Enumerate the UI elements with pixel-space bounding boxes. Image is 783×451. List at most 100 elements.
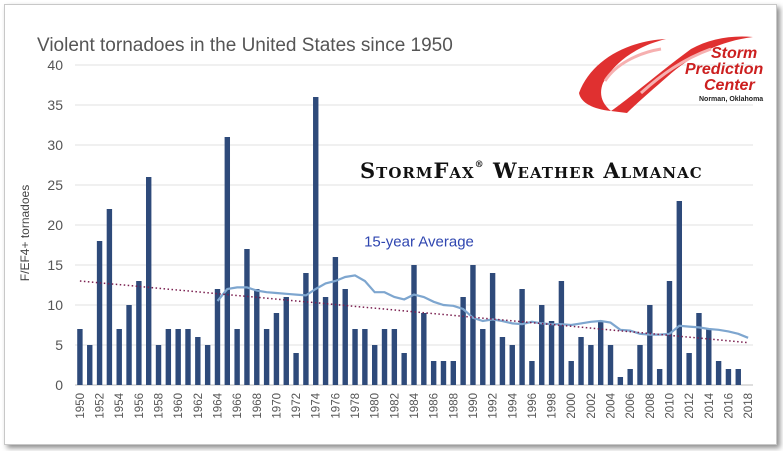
x-tick-1984: 1984 bbox=[409, 392, 421, 418]
bar-1985 bbox=[421, 313, 427, 385]
x-tick-2010: 2010 bbox=[665, 393, 677, 419]
logo-line-location: Norman, Oklahoma bbox=[699, 96, 764, 103]
bar-1993 bbox=[499, 337, 506, 385]
logo-line-prediction: Prediction bbox=[685, 61, 764, 78]
bar-2013 bbox=[696, 313, 702, 385]
bar-1968 bbox=[254, 289, 260, 385]
x-tick-1994: 1994 bbox=[507, 392, 519, 418]
bar-1984 bbox=[411, 265, 417, 385]
bar-1972 bbox=[293, 353, 299, 385]
y-tick-15: 15 bbox=[47, 257, 63, 273]
bar-2016 bbox=[725, 369, 732, 385]
almanac-rest: Weather Almanac bbox=[484, 158, 703, 183]
x-tick-1952: 1952 bbox=[95, 393, 107, 419]
bar-2001 bbox=[578, 337, 584, 385]
x-tick-2016: 2016 bbox=[723, 393, 735, 419]
chart-title: Violent tornadoes in the United States s… bbox=[37, 35, 453, 56]
x-tick-1988: 1988 bbox=[448, 393, 460, 419]
x-tick-1982: 1982 bbox=[389, 393, 401, 419]
x-tick-1964: 1964 bbox=[213, 392, 225, 418]
bar-2015 bbox=[715, 361, 722, 385]
bar-1954 bbox=[116, 329, 122, 385]
bar-1976 bbox=[332, 257, 339, 385]
bar-1987 bbox=[440, 361, 447, 385]
y-tick-labels: 0 5 10 15 20 25 30 35 40 bbox=[47, 57, 63, 393]
y-tick-5: 5 bbox=[55, 337, 63, 353]
x-tick-2004: 2004 bbox=[606, 392, 618, 418]
y-axis-label: F/EF4+ tornadoes bbox=[18, 185, 32, 281]
x-tick-2014: 2014 bbox=[704, 392, 716, 418]
bars bbox=[77, 97, 741, 385]
line-15yr-average bbox=[216, 274, 749, 339]
bar-1998 bbox=[548, 321, 555, 385]
bar-1957 bbox=[145, 177, 152, 385]
bar-2006 bbox=[627, 369, 633, 385]
bar-1953 bbox=[106, 209, 113, 385]
bar-1999 bbox=[558, 281, 565, 385]
bar-1983 bbox=[401, 353, 407, 385]
bar-2002 bbox=[588, 345, 594, 385]
bar-2012 bbox=[686, 353, 692, 385]
bar-2009 bbox=[656, 369, 663, 385]
bar-1959 bbox=[165, 329, 172, 385]
bar-1958 bbox=[155, 345, 162, 385]
bar-1960 bbox=[175, 329, 181, 385]
x-tick-1950: 1950 bbox=[75, 393, 87, 419]
x-tick-1970: 1970 bbox=[271, 393, 283, 419]
x-tick-2002: 2002 bbox=[586, 393, 598, 419]
x-tick-2012: 2012 bbox=[684, 393, 696, 419]
x-tick-1986: 1986 bbox=[429, 393, 441, 419]
x-tick-1996: 1996 bbox=[527, 393, 539, 419]
x-tick-1962: 1962 bbox=[193, 393, 205, 419]
series-lines bbox=[79, 274, 749, 344]
y-tick-30: 30 bbox=[47, 137, 63, 153]
bar-2007 bbox=[637, 345, 643, 385]
bar-1961 bbox=[185, 329, 191, 385]
bar-1989 bbox=[460, 297, 466, 385]
y-tick-0: 0 bbox=[55, 377, 63, 393]
bar-2014 bbox=[706, 329, 712, 385]
spc-swoosh-icon bbox=[579, 36, 753, 113]
bar-1991 bbox=[480, 329, 486, 385]
bar-2011 bbox=[676, 201, 683, 385]
almanac-banner: StormFax® Weather Almanac bbox=[360, 158, 703, 183]
annotation-15yr-average: 15-year Average bbox=[364, 234, 474, 251]
x-tick-1972: 1972 bbox=[291, 393, 303, 419]
x-tick-1976: 1976 bbox=[330, 393, 342, 419]
bar-1980 bbox=[371, 345, 378, 385]
bar-1974 bbox=[313, 97, 319, 385]
y-tick-20: 20 bbox=[47, 217, 63, 233]
bar-2005 bbox=[617, 377, 624, 385]
bar-2003 bbox=[597, 321, 604, 385]
bar-1966 bbox=[234, 329, 240, 385]
bar-1995 bbox=[519, 289, 525, 385]
x-tick-1958: 1958 bbox=[154, 393, 166, 419]
bar-1962 bbox=[195, 337, 201, 385]
x-tick-1974: 1974 bbox=[311, 392, 323, 418]
almanac-name: StormFax bbox=[360, 158, 475, 183]
bar-1979 bbox=[362, 329, 368, 385]
bar-chart: 0 5 10 15 20 25 30 35 40 1950 1952 1954 1956 1958 196… bbox=[18, 57, 755, 419]
bar-1996 bbox=[529, 361, 535, 385]
x-tick-1968: 1968 bbox=[252, 393, 264, 419]
bar-1975 bbox=[322, 297, 329, 385]
bar-1969 bbox=[263, 329, 270, 385]
bar-1964 bbox=[214, 289, 221, 385]
chart-frame: Violent tornadoes in the United States s… bbox=[4, 4, 777, 445]
y-tick-10: 10 bbox=[47, 297, 63, 313]
bar-1963 bbox=[204, 345, 211, 385]
bar-1988 bbox=[450, 361, 457, 385]
bar-1997 bbox=[539, 305, 545, 385]
bar-1965 bbox=[224, 137, 231, 385]
x-tick-1960: 1960 bbox=[173, 393, 185, 419]
x-tick-1956: 1956 bbox=[134, 393, 146, 419]
logo-line-storm: Storm bbox=[711, 45, 758, 62]
x-tick-1992: 1992 bbox=[488, 393, 500, 419]
x-tick-1966: 1966 bbox=[232, 393, 244, 419]
bar-1994 bbox=[509, 345, 515, 385]
bar-1990 bbox=[470, 265, 476, 385]
spc-logo: Storm Prediction Center Norman, Oklahoma bbox=[571, 31, 764, 121]
bar-1950 bbox=[77, 329, 83, 385]
x-tick-2000: 2000 bbox=[566, 393, 578, 419]
y-tick-35: 35 bbox=[47, 97, 63, 113]
